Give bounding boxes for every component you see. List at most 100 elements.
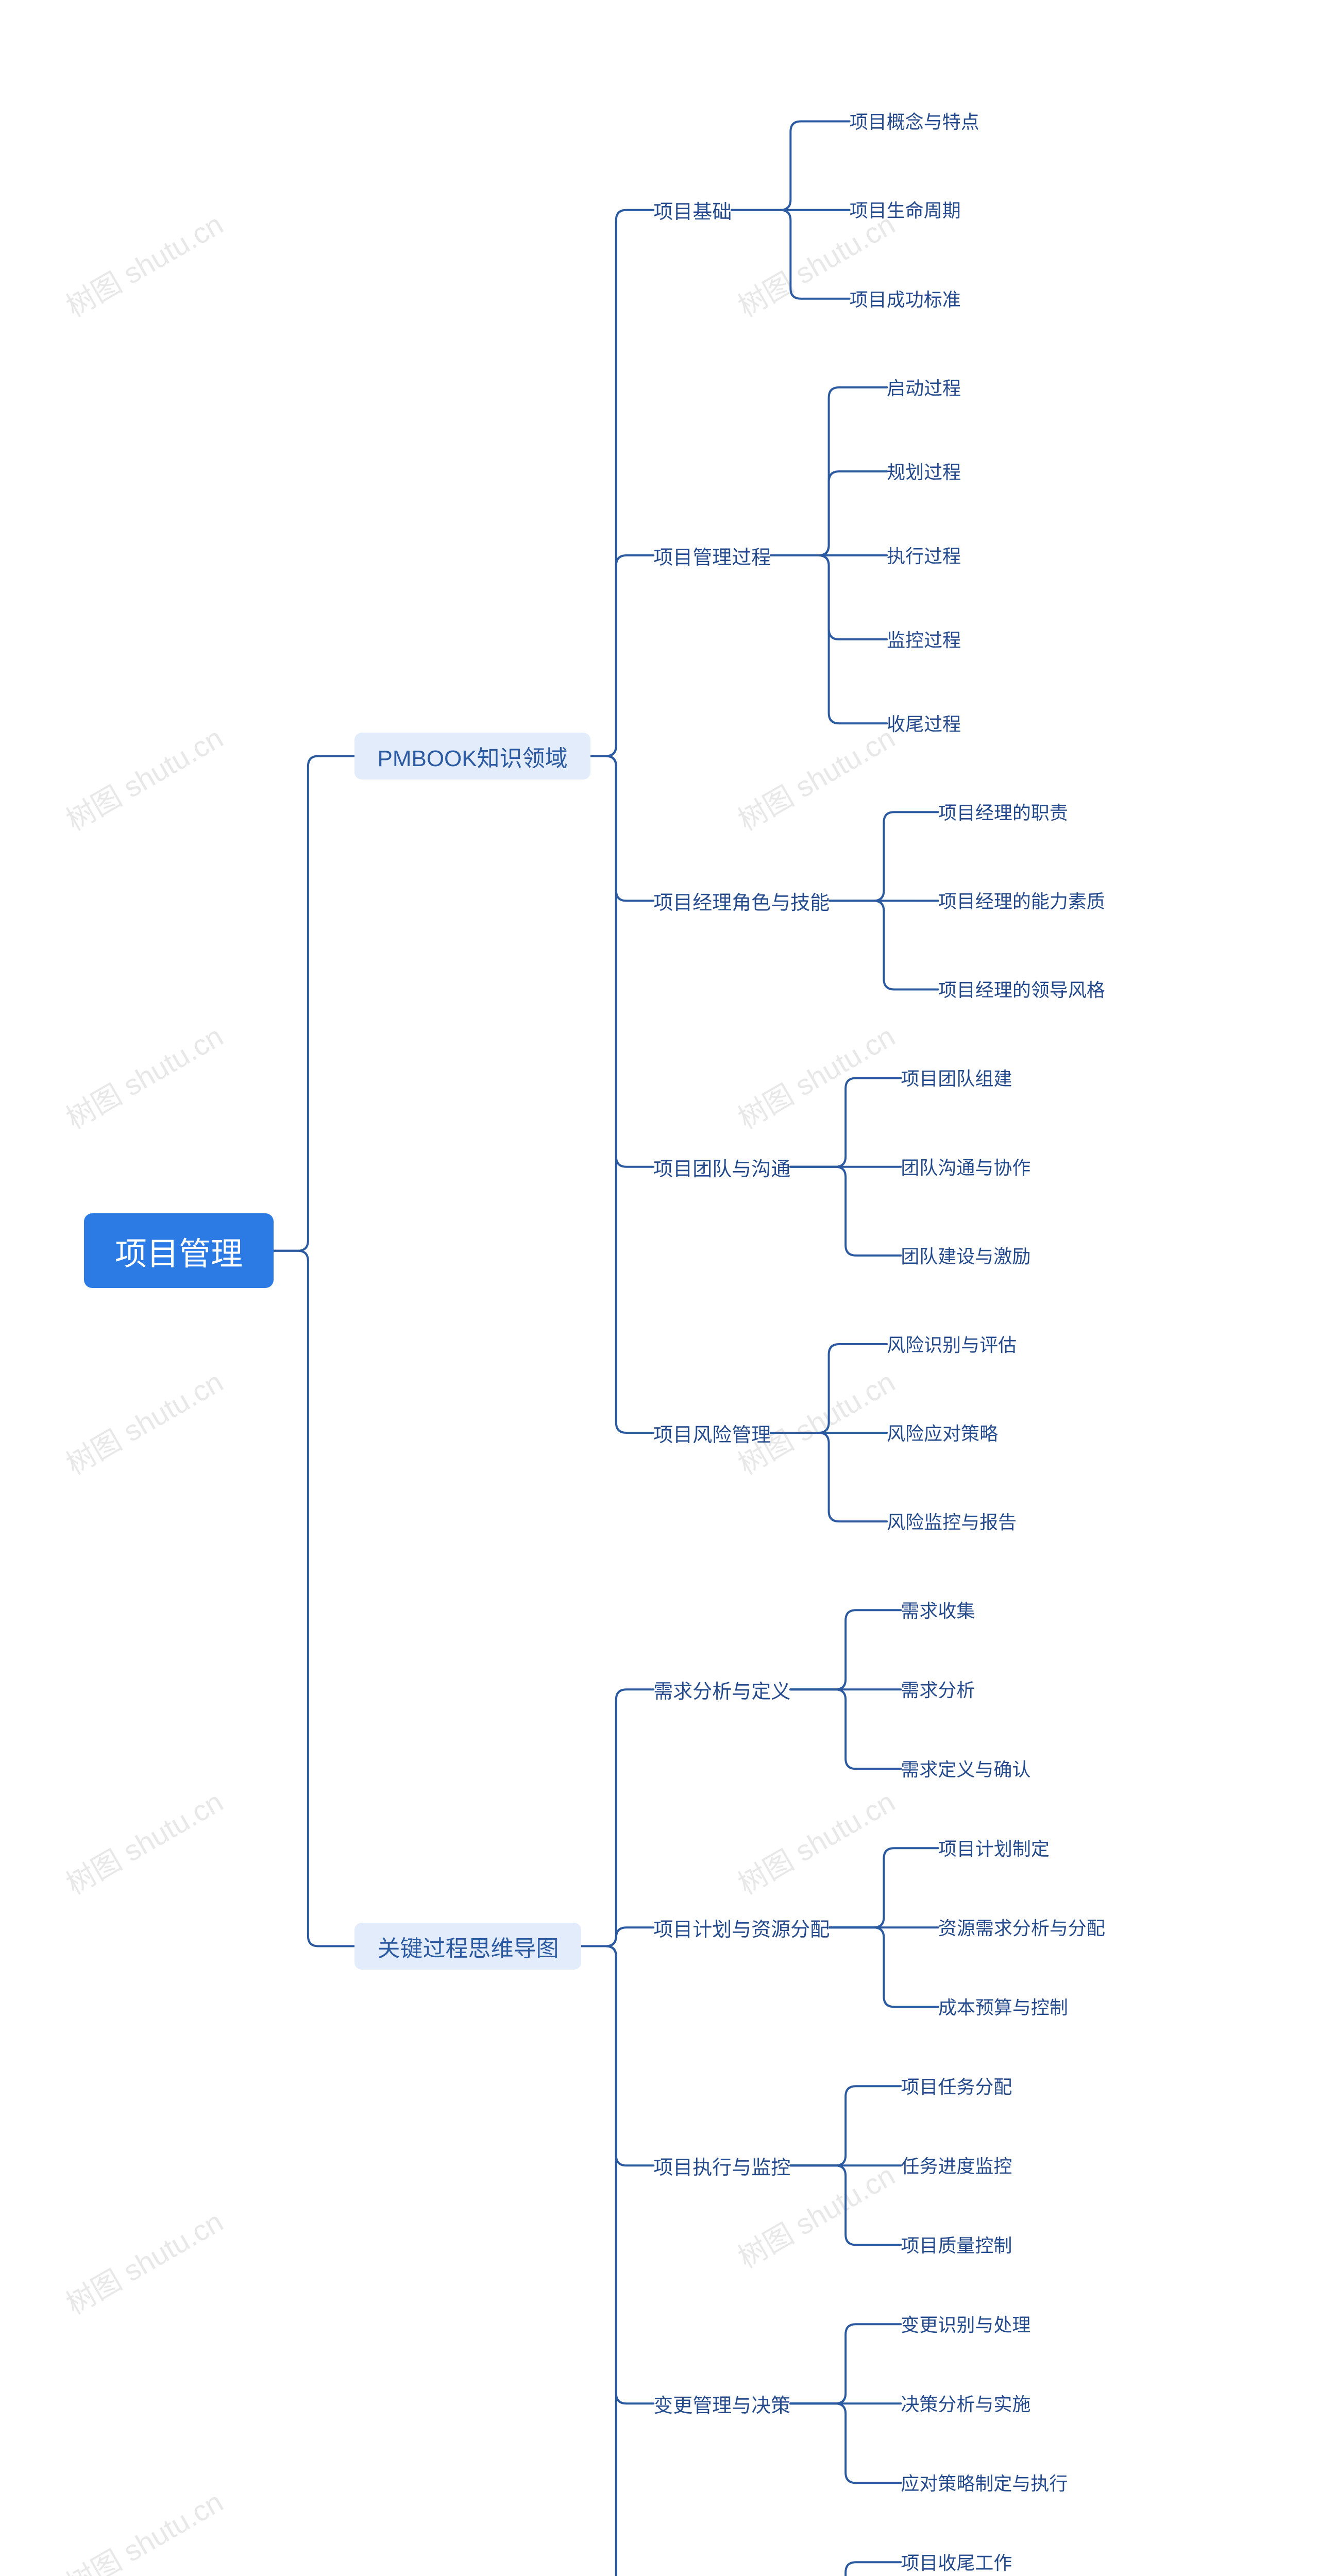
leaf-node-1-2-2[interactable]: 项目质量控制 bbox=[901, 2231, 1012, 2258]
leaf-node-1-0-2[interactable]: 需求定义与确认 bbox=[901, 1755, 1030, 1782]
sub-node-0-3[interactable]: 项目团队与沟通 bbox=[653, 1153, 790, 1181]
sub-node-1-3[interactable]: 变更管理与决策 bbox=[653, 2389, 790, 2418]
leaf-node-0-3-1[interactable]: 团队沟通与协作 bbox=[901, 1153, 1030, 1180]
leaf-node-1-3-1[interactable]: 决策分析与实施 bbox=[901, 2389, 1030, 2416]
leaf-node-0-1-3[interactable]: 监控过程 bbox=[887, 625, 961, 652]
sub-node-0-1[interactable]: 项目管理过程 bbox=[653, 541, 771, 570]
connector bbox=[732, 122, 850, 210]
connector bbox=[771, 387, 887, 555]
leaf-node-0-3-2[interactable]: 团队建设与激励 bbox=[901, 1242, 1030, 1268]
leaf-node-1-0-1[interactable]: 需求分析 bbox=[901, 1675, 975, 1702]
connector bbox=[579, 756, 653, 1433]
sub-node-0-0-label: 项目基础 bbox=[653, 196, 732, 224]
leaf-node-0-1-0-label: 启动过程 bbox=[887, 374, 961, 400]
connector bbox=[261, 756, 354, 1251]
leaf-node-0-1-4-label: 收尾过程 bbox=[887, 709, 961, 736]
watermark: 树图 shutu.cn bbox=[57, 715, 229, 839]
connector bbox=[732, 210, 850, 299]
leaf-node-0-2-0[interactable]: 项目经理的职责 bbox=[938, 798, 1068, 825]
connector bbox=[830, 1848, 938, 1927]
leaf-node-0-0-2[interactable]: 项目成功标准 bbox=[850, 285, 961, 312]
leaf-node-1-3-0-label: 变更识别与处理 bbox=[901, 2310, 1030, 2337]
leaf-node-0-3-1-label: 团队沟通与协作 bbox=[901, 1153, 1030, 1180]
sub-node-1-1-label: 项目计划与资源分配 bbox=[653, 1913, 830, 1942]
leaf-node-0-4-1[interactable]: 风险应对策略 bbox=[887, 1419, 998, 1446]
sub-node-0-2-label: 项目经理角色与技能 bbox=[653, 887, 830, 915]
leaf-node-1-0-1-label: 需求分析 bbox=[901, 1675, 975, 1702]
leaf-node-0-0-0[interactable]: 项目概念与特点 bbox=[850, 107, 979, 134]
leaf-node-0-4-2-label: 风险监控与报告 bbox=[887, 1507, 1017, 1534]
leaf-node-1-1-2-label: 成本预算与控制 bbox=[938, 1993, 1068, 2020]
sub-node-1-1[interactable]: 项目计划与资源分配 bbox=[653, 1913, 830, 1942]
leaf-node-1-3-2-label: 应对策略制定与执行 bbox=[901, 2469, 1068, 2496]
watermark: 树图 shutu.cn bbox=[57, 1359, 229, 1483]
leaf-node-0-0-2-label: 项目成功标准 bbox=[850, 285, 961, 312]
leaf-node-0-4-0-label: 风险识别与评估 bbox=[887, 1330, 1017, 1357]
leaf-node-1-2-1[interactable]: 任务进度监控 bbox=[901, 2151, 1012, 2178]
leaf-node-0-1-1[interactable]: 规划过程 bbox=[887, 457, 961, 484]
connector bbox=[579, 1927, 653, 1946]
sub-node-0-3-label: 项目团队与沟通 bbox=[653, 1153, 790, 1181]
leaf-node-0-2-0-label: 项目经理的职责 bbox=[938, 798, 1068, 825]
leaf-node-1-3-2[interactable]: 应对策略制定与执行 bbox=[901, 2469, 1068, 2496]
leaf-node-1-3-0[interactable]: 变更识别与处理 bbox=[901, 2310, 1030, 2337]
mindmap-canvas: 树图 shutu.cn 树图 shutu.cn 树图 shutu.cn 树图 shut… bbox=[0, 0, 1319, 2576]
connector bbox=[830, 901, 938, 989]
leaf-node-0-0-1[interactable]: 项目生命周期 bbox=[850, 196, 961, 223]
root-node[interactable]: 项目管理 bbox=[84, 1213, 274, 1288]
sub-node-1-2-label: 项目执行与监控 bbox=[653, 2151, 790, 2180]
leaf-node-0-1-1-label: 规划过程 bbox=[887, 457, 961, 484]
connector bbox=[790, 2086, 901, 2165]
root-node-label: 项目管理 bbox=[115, 1228, 243, 1274]
connector bbox=[830, 1927, 938, 2007]
leaf-node-1-0-2-label: 需求定义与确认 bbox=[901, 1755, 1030, 1782]
connector bbox=[579, 555, 653, 756]
connector bbox=[790, 2324, 901, 2403]
sub-node-1-3-label: 变更管理与决策 bbox=[653, 2389, 790, 2418]
sub-node-1-2[interactable]: 项目执行与监控 bbox=[653, 2151, 790, 2180]
connector bbox=[771, 1433, 887, 1521]
connector bbox=[790, 1610, 901, 1689]
leaf-node-0-3-0[interactable]: 项目团队组建 bbox=[901, 1064, 1012, 1091]
branch-node-0[interactable]: PMBOOK知识领域 bbox=[354, 733, 590, 779]
leaf-node-1-2-0[interactable]: 项目任务分配 bbox=[901, 2072, 1012, 2099]
connector bbox=[771, 1344, 887, 1433]
leaf-node-0-1-4[interactable]: 收尾过程 bbox=[887, 709, 961, 736]
leaf-node-0-0-1-label: 项目生命周期 bbox=[850, 196, 961, 223]
sub-node-0-4[interactable]: 项目风险管理 bbox=[653, 1419, 771, 1447]
leaf-node-0-4-2[interactable]: 风险监控与报告 bbox=[887, 1507, 1017, 1534]
watermark: 树图 shutu.cn bbox=[57, 1014, 229, 1138]
leaf-node-0-4-0[interactable]: 风险识别与评估 bbox=[887, 1330, 1017, 1357]
sub-node-0-2[interactable]: 项目经理角色与技能 bbox=[653, 887, 830, 915]
watermark: 树图 shutu.cn bbox=[57, 2199, 229, 2323]
leaf-node-1-1-2[interactable]: 成本预算与控制 bbox=[938, 1993, 1068, 2020]
leaf-node-1-1-1[interactable]: 资源需求分析与分配 bbox=[938, 1913, 1105, 1940]
leaf-node-0-1-3-label: 监控过程 bbox=[887, 625, 961, 652]
leaf-node-0-2-2[interactable]: 项目经理的领导风格 bbox=[938, 975, 1105, 1002]
leaf-node-1-4-0[interactable]: 项目收尾工作 bbox=[901, 2548, 1012, 2575]
leaf-node-1-1-0-label: 项目计划制定 bbox=[938, 1834, 1050, 1861]
connector bbox=[579, 210, 653, 756]
connector bbox=[579, 756, 653, 901]
connector bbox=[579, 1946, 653, 2576]
leaf-node-1-1-0[interactable]: 项目计划制定 bbox=[938, 1834, 1050, 1861]
connector bbox=[579, 756, 653, 1167]
sub-node-0-0[interactable]: 项目基础 bbox=[653, 196, 732, 224]
leaf-node-0-1-2[interactable]: 执行过程 bbox=[887, 541, 961, 568]
leaf-node-0-2-2-label: 项目经理的领导风格 bbox=[938, 975, 1105, 1002]
leaf-node-0-0-0-label: 项目概念与特点 bbox=[850, 107, 979, 134]
connector bbox=[771, 555, 887, 723]
connector bbox=[579, 1946, 653, 2166]
leaf-node-0-1-0[interactable]: 启动过程 bbox=[887, 374, 961, 400]
leaf-node-1-0-0[interactable]: 需求收集 bbox=[901, 1596, 975, 1623]
connector bbox=[790, 1167, 901, 1256]
connector bbox=[771, 555, 887, 639]
leaf-node-0-2-1[interactable]: 项目经理的能力素质 bbox=[938, 887, 1105, 913]
sub-node-1-0[interactable]: 需求分析与定义 bbox=[653, 1675, 790, 1704]
leaf-node-1-1-1-label: 资源需求分析与分配 bbox=[938, 1913, 1105, 1940]
branch-node-1[interactable]: 关键过程思维导图 bbox=[354, 1923, 581, 1970]
watermark: 树图 shutu.cn bbox=[57, 202, 229, 326]
connector bbox=[790, 1689, 901, 1769]
leaf-node-0-2-1-label: 项目经理的能力素质 bbox=[938, 887, 1105, 913]
sub-node-1-0-label: 需求分析与定义 bbox=[653, 1675, 790, 1704]
